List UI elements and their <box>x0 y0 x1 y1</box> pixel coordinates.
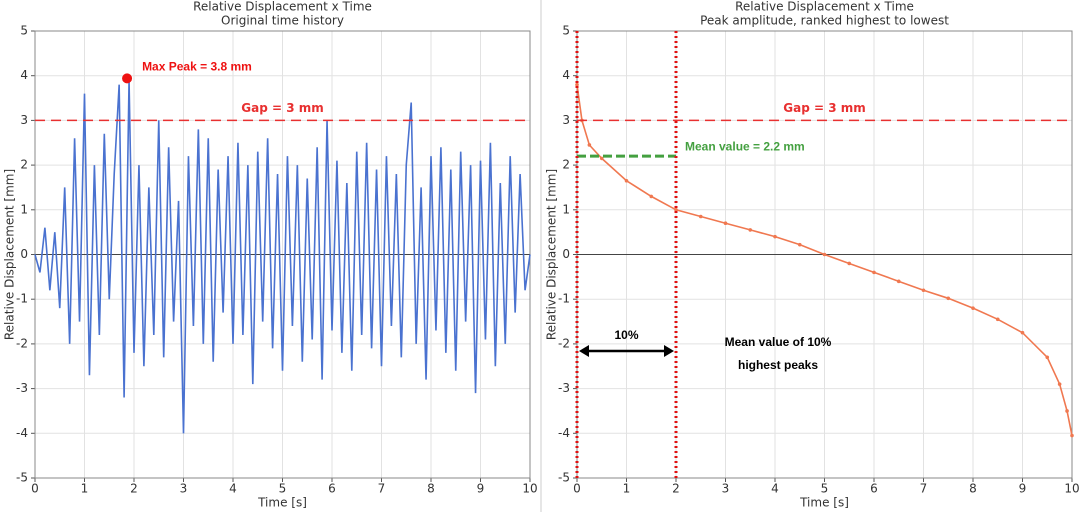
x-tick-label: 9 <box>477 482 485 496</box>
x-tick-label: 4 <box>229 482 237 496</box>
x-tick-label: 1 <box>81 482 89 496</box>
data-point <box>599 156 604 161</box>
chart-subtitle: Peak amplitude, ranked highest to lowest <box>700 14 949 28</box>
mean-label: Mean value = 2.2 mm <box>685 139 805 153</box>
x-tick-label: 1 <box>623 482 631 496</box>
x-tick-label: 5 <box>279 482 287 496</box>
y-tick-label: 3 <box>562 113 570 127</box>
y-tick-label: 0 <box>562 247 570 261</box>
x-tick-label: 2 <box>130 482 138 496</box>
data-point <box>624 178 629 183</box>
x-tick-label: 2 <box>672 482 680 496</box>
x-tick-label: 3 <box>180 482 188 496</box>
x-tick-label: 7 <box>920 482 928 496</box>
data-line <box>34 80 531 434</box>
x-tick-label: 9 <box>1019 482 1027 496</box>
data-point <box>797 242 802 247</box>
data-point <box>995 317 1000 322</box>
x-tick-label: 10 <box>1064 482 1079 496</box>
y-tick-label: 2 <box>20 158 28 172</box>
x-tick-label: 0 <box>31 482 39 496</box>
y-tick-label: -3 <box>16 381 28 395</box>
data-point <box>921 288 926 293</box>
gap-label: Gap = 3 mm <box>783 101 865 115</box>
y-tick-label: 1 <box>20 202 28 216</box>
y-axis-label: Relative Displacement [mm] <box>3 169 17 340</box>
x-tick-label: 8 <box>427 482 435 496</box>
y-tick-label: 4 <box>20 68 28 82</box>
data-point <box>649 194 654 199</box>
data-point <box>575 82 579 87</box>
x-tick-label: 3 <box>722 482 730 496</box>
data-point <box>698 214 703 219</box>
y-tick-label: 5 <box>562 24 570 38</box>
data-point <box>748 228 753 232</box>
y-tick-label: 0 <box>20 247 28 261</box>
data-point <box>872 270 876 275</box>
y-tick-label: 4 <box>562 68 570 82</box>
chart-title: Relative Displacement x Time <box>735 0 914 14</box>
data-point <box>1020 330 1025 335</box>
data-point <box>1070 433 1074 438</box>
x-axis-label: Time [s] <box>257 496 307 510</box>
y-tick-label: -4 <box>558 426 570 440</box>
y-tick-label: 2 <box>562 158 570 172</box>
data-point <box>723 221 728 226</box>
note-text: highest peaks <box>738 358 818 372</box>
x-tick-label: 8 <box>969 482 977 496</box>
x-tick-label: 5 <box>821 482 829 496</box>
data-point <box>674 208 678 212</box>
data-point <box>946 296 951 301</box>
chart-title: Relative Displacement x Time <box>193 0 372 14</box>
y-tick-label: -1 <box>558 292 570 306</box>
data-point <box>1057 382 1062 386</box>
gap-label: Gap = 3 mm <box>241 101 323 115</box>
data-point <box>587 143 592 147</box>
data-point <box>847 261 852 266</box>
data-point <box>1045 355 1050 360</box>
y-tick-label: 3 <box>20 113 28 127</box>
x-tick-label: 7 <box>378 482 386 496</box>
data-point <box>1065 409 1069 413</box>
x-tick-label: 6 <box>328 482 336 496</box>
arrow-head <box>664 345 674 357</box>
x-tick-label: 6 <box>870 482 878 496</box>
data-point <box>896 279 901 284</box>
data-point <box>822 252 827 257</box>
x-axis-label: Time [s] <box>799 496 849 510</box>
data-point <box>971 306 975 310</box>
x-tick-label: 4 <box>771 482 779 496</box>
arrow-head <box>579 345 589 357</box>
y-axis-label: Relative Displacement [mm] <box>545 169 559 340</box>
y-tick-label: -5 <box>16 471 28 485</box>
y-tick-label: 5 <box>20 24 28 38</box>
y-tick-label: -2 <box>16 336 28 350</box>
y-tick-label: -2 <box>558 336 570 350</box>
y-tick-label: 1 <box>562 202 570 216</box>
y-tick-label: -3 <box>558 381 570 395</box>
y-tick-label: -1 <box>16 292 28 306</box>
chart-subtitle: Original time history <box>221 14 344 28</box>
peak-marker <box>122 73 133 84</box>
span-label: 10% <box>614 328 638 342</box>
y-tick-label: -5 <box>558 471 570 485</box>
x-tick-label: 0 <box>573 482 581 496</box>
peak-label: Max Peak = 3.8 mm <box>142 60 252 74</box>
data-point <box>773 234 777 239</box>
x-tick-label: 10 <box>522 482 537 496</box>
note-text: Mean value of 10% <box>725 335 832 349</box>
y-tick-label: -4 <box>16 426 28 440</box>
